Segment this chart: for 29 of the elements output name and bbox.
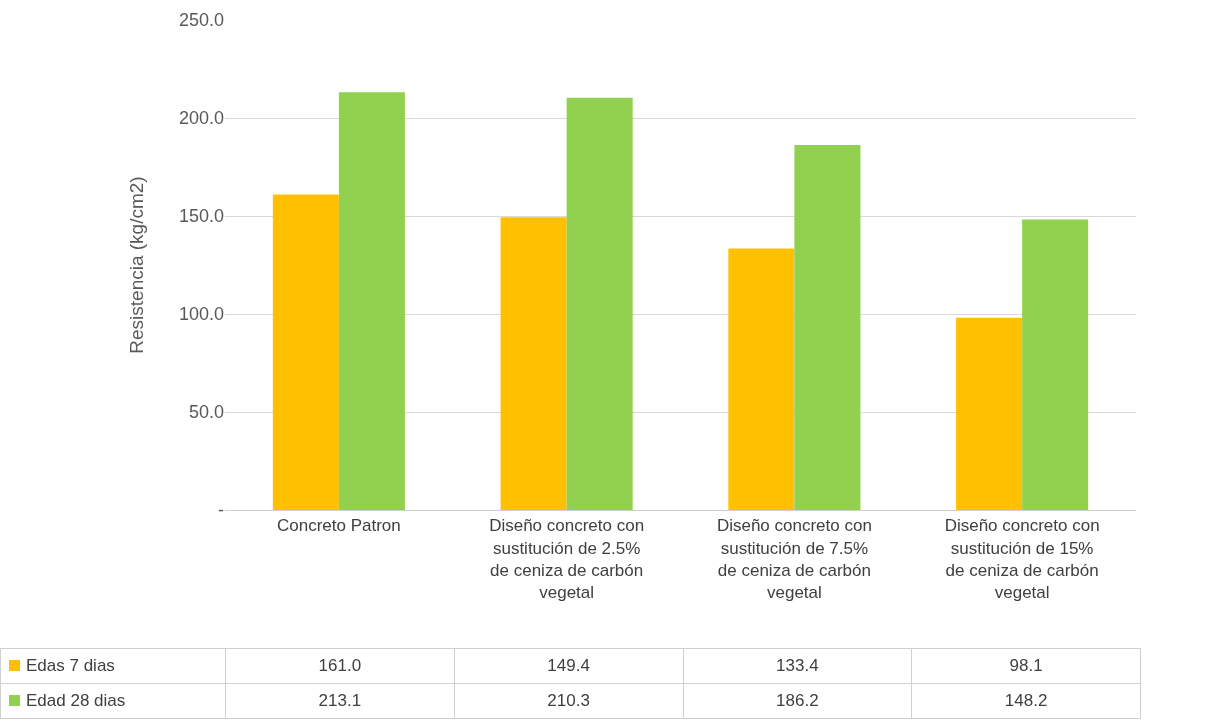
- x-tick-label: Concreto Patron: [276, 516, 401, 536]
- y-tick-label: 250.0: [178, 10, 224, 31]
- data-label: 149.4: [454, 648, 683, 684]
- bar: [338, 92, 405, 510]
- data-label: 213.1: [225, 683, 455, 719]
- data-label: 148.2: [911, 683, 1141, 719]
- x-tick-label: Diseño concreto con sustitución de 2.5% de ceniza de carbón vegetal: [489, 516, 645, 602]
- y-tick-label: 100.0: [178, 304, 224, 325]
- bar: [566, 97, 633, 510]
- y-tick-label: 200.0: [178, 108, 224, 129]
- y-tick-label: -: [218, 500, 224, 521]
- x-tick-label: Diseño concreto con sustitución de 7.5% de ceniza de carbón vegetal: [716, 516, 872, 602]
- bar: [500, 217, 567, 510]
- data-label: 98.1: [911, 648, 1141, 684]
- x-tick-label: Diseño concreto con sustitución de 15% de ceniza de carbón vegetal: [944, 516, 1100, 602]
- bar: [956, 317, 1023, 510]
- y-tick-label: 50.0: [188, 402, 224, 423]
- data-label: 133.4: [683, 648, 912, 684]
- y-axis-title: Resistencia (kg/cm2): [125, 176, 147, 354]
- bar: [794, 145, 861, 510]
- bar: [272, 194, 339, 510]
- bar: [1022, 219, 1089, 510]
- data-label: 210.3: [454, 683, 683, 719]
- legend-label: Edas 7 dias: [26, 656, 115, 675]
- y-tick-label: 150.0: [178, 206, 224, 227]
- data-label: 186.2: [683, 683, 912, 719]
- data-label: 161.0: [225, 648, 455, 684]
- legend-label: Edad 28 dias: [26, 691, 126, 710]
- bar: [728, 248, 795, 510]
